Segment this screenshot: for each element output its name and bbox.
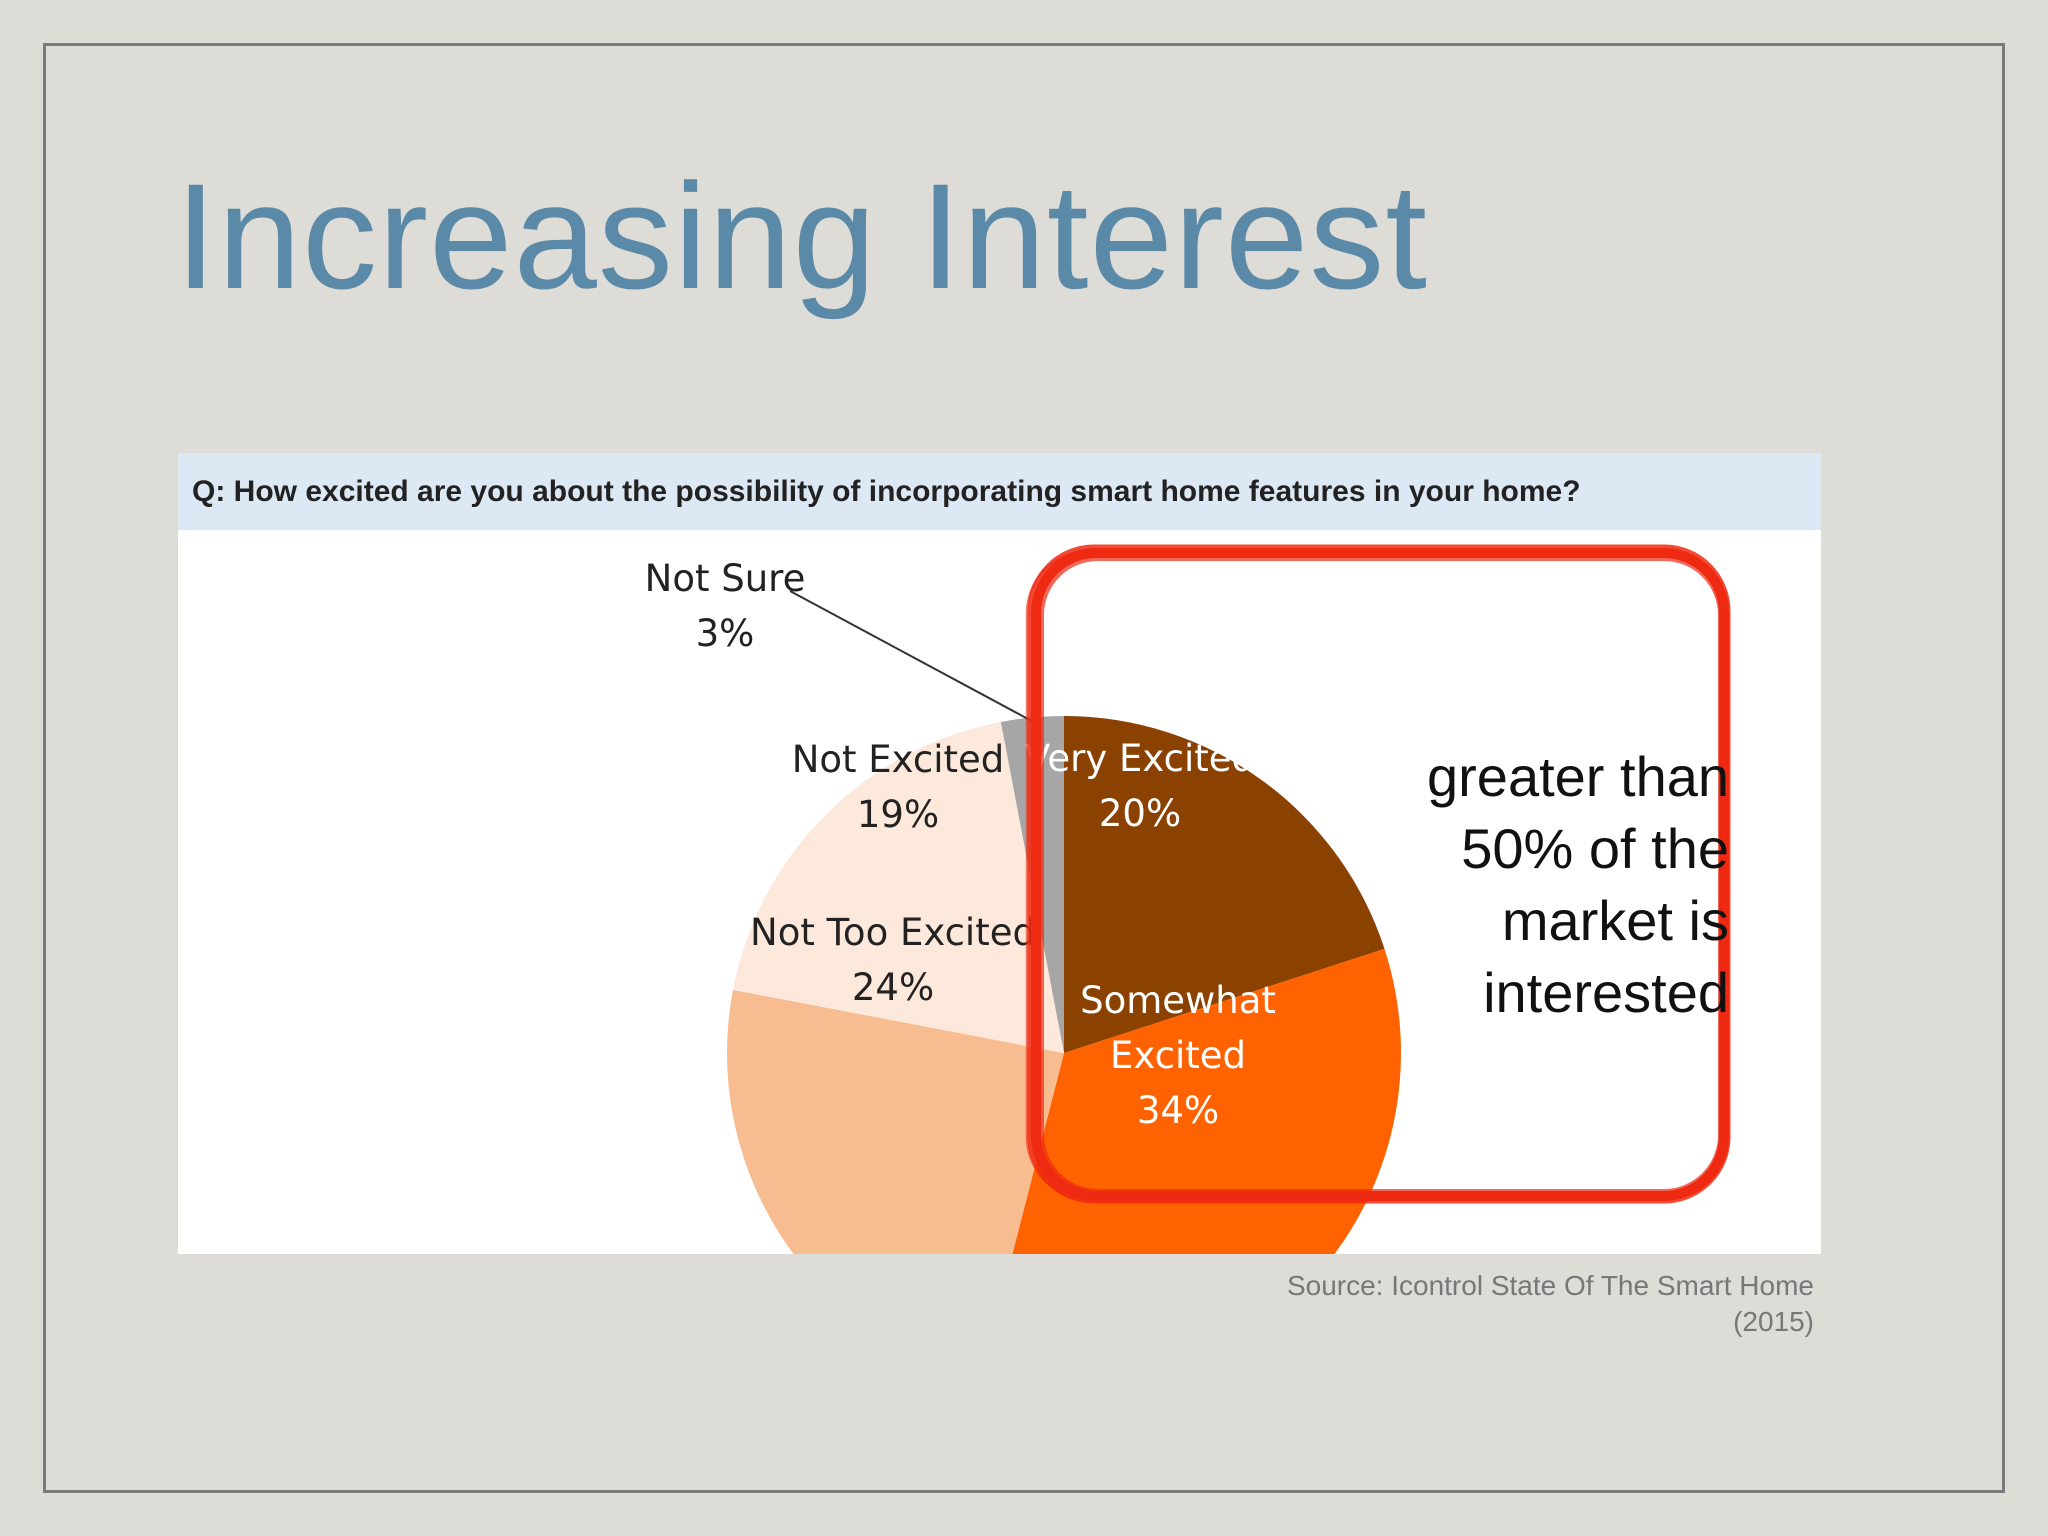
source-note: Source: Icontrol State Of The Smart Home… [1114, 1268, 1814, 1340]
annotation-callout: greater than 50% of the market is intereste… [1427, 745, 1729, 1024]
highlight-stroke-4 [1025, 549, 1730, 1201]
pie-slice-not-excited [732, 721, 1064, 1053]
pie-slice-somewhat-excited [1012, 948, 1402, 1254]
source-line-2: (2015) [1733, 1306, 1814, 1337]
slice-label-not-excited: Not Excited 19% [792, 738, 1005, 836]
slice-label-somewhat-excited: Somewhat Excited 34% [1080, 979, 1276, 1132]
leader-line-not-sure [789, 590, 1034, 723]
slide-title: Increasing Interest [175, 152, 1428, 320]
highlight-stroke-1 [1031, 548, 1729, 1201]
pie-slice-not-too-excited [727, 989, 1064, 1254]
source-line-1: Source: Icontrol State Of The Smart Home [1286, 1270, 1814, 1301]
chart-question: Q: How excited are you about the possibi… [178, 453, 1821, 530]
pie-slice-very-excited [1064, 716, 1385, 1053]
annotation-text: greater than 50% of the market is intereste… [1427, 745, 1729, 1024]
slide-frame [43, 43, 2005, 1493]
pie-labels: Very Excited 20% Somewhat Excited 34% Not Too… [645, 557, 1276, 1132]
highlight-box [1025, 544, 1731, 1204]
slice-label-not-too-excited: Not Too Excited 24% [750, 911, 1036, 1009]
slice-label-not-sure: Not Sure 3% [645, 557, 806, 655]
pie-chart: Very Excited 20% Somewhat Excited 34% Not Too… [645, 544, 1731, 1254]
pie-slices [727, 716, 1402, 1254]
chart-panel: Q: How excited are you about the possibi… [178, 453, 1821, 1254]
highlight-stroke-3 [1040, 557, 1722, 1193]
slice-label-very-excited: Very Excited 20% [1025, 737, 1255, 835]
